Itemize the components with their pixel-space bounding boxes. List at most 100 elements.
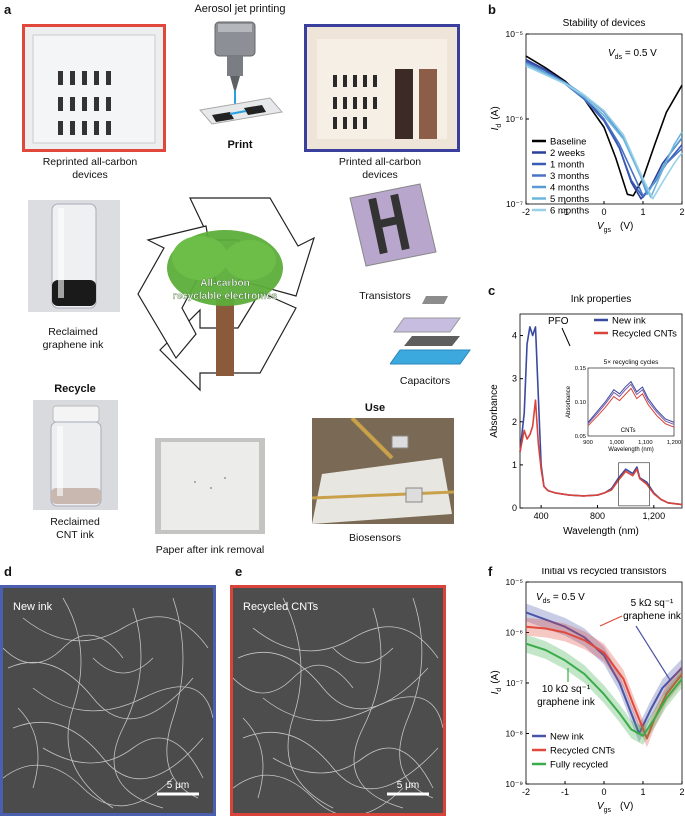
chart-f-xlabel-unit: (V) <box>620 801 633 812</box>
chart-c-inset-xtick-label: 1,200 <box>667 440 682 446</box>
chart-f-xtick-label: 1 <box>640 787 645 797</box>
printed-caption-line2: devices <box>362 169 398 181</box>
chart-f-annotation-10k: 10 kΩ sq⁻¹ <box>542 684 591 695</box>
sem-e-label: Recycled CNTs <box>243 601 319 613</box>
chart-c-inset-ytick-label: 0.05 <box>575 434 586 440</box>
sem-image-recycled: Recycled CNTs 5 μm <box>230 585 446 816</box>
reprinted-devices-drawing <box>32 34 156 144</box>
printed-caption-line1: Printed all-carbon <box>338 156 422 168</box>
reprinted-devices-photo <box>22 24 166 152</box>
center-label-line2: recyclable electronics <box>173 291 278 302</box>
chart-c-ytick-label: 2 <box>512 417 517 427</box>
chart-f-legend-label: Recycled CNTs <box>550 746 615 757</box>
chart-b-vds-annotation: Vds = 0.5 V <box>608 48 657 61</box>
recycle-label: Recycle <box>54 383 96 395</box>
paper-caption: Paper after ink removal <box>155 544 265 556</box>
chart-c-series-line <box>519 399 683 506</box>
chart-c-inset-xtick-label: 1,100 <box>638 440 653 446</box>
chart-c-pfo-annotation: PFO <box>548 316 569 327</box>
chart-f-annotation-5k-ink: graphene ink <box>623 611 682 622</box>
chart-c-ylabel: Absorbance <box>489 384 500 438</box>
chart-f-xtick-label: 2 <box>679 787 684 797</box>
biosensor-photo <box>312 418 454 524</box>
use-label: Use <box>364 402 386 414</box>
chart-b-xtick-label: -2 <box>522 207 530 217</box>
chart-f-legend-label: New ink <box>550 732 584 743</box>
chart-c-pfo-arrow <box>561 327 571 347</box>
sem-recycled-fibers: Recycled CNTs 5 μm <box>233 588 443 813</box>
chart-b-title: Stability of devices <box>563 18 646 29</box>
print-label: Print <box>227 139 253 151</box>
cnt-caption-line2: CNT ink <box>56 529 94 541</box>
center-label-line1: All-carbon <box>200 278 249 289</box>
chart-f-ytick-label: 10⁻⁷ <box>506 678 523 688</box>
chart-b-ytick-label: 10⁻⁵ <box>506 29 523 39</box>
chart-c-inset-ytick-label: 0.10 <box>575 400 586 406</box>
chart-f-xtick-label: 0 <box>601 787 606 797</box>
chart-f-title: Initial vs recycled transistors <box>541 568 666 577</box>
paper-photo <box>155 438 265 534</box>
chart-b-legend-label: 3 months <box>550 171 589 182</box>
chart-f-annotation-5k: 5 kΩ sq⁻¹ <box>631 598 674 609</box>
chart-f-ylabel: Id <box>490 688 503 695</box>
capacitors-label: Capacitors <box>399 375 451 387</box>
chart-b-ytick-label: 10⁻⁶ <box>506 114 523 124</box>
chart-f-xtick-label: -2 <box>522 787 530 797</box>
cnt-caption-line1: Reclaimed <box>50 516 100 528</box>
panel-label-c: c <box>488 283 496 298</box>
chart-b-series-line <box>525 55 683 197</box>
transistor-illustration <box>349 183 437 267</box>
cnt-caption: Reclaimed CNT ink <box>20 516 130 542</box>
chart-c-inset-xtick-label: 900 <box>583 440 593 446</box>
chart-f-annotation-10k-ink: graphene ink <box>537 697 596 708</box>
tree-illustration <box>167 230 283 376</box>
chart-f-arrow-red <box>599 615 623 627</box>
panel-label-f: f <box>488 564 493 579</box>
chart-c-frame <box>519 313 683 509</box>
chart-f-series-band <box>526 634 682 745</box>
chart-b-ylabel: Id <box>490 124 503 131</box>
chart-c-inset-ylabel: Absorbance <box>566 385 572 418</box>
chart-c-ytick-label: 1 <box>512 460 517 470</box>
chart-c-inset-xtick-label: 1,000 <box>609 440 624 446</box>
sem-d-label: New ink <box>13 601 53 613</box>
sem-new-ink-fibers: New ink 5 μm <box>3 588 213 813</box>
paper-drawing <box>155 438 265 534</box>
chart-f-xlabel: Vgs <box>597 801 612 814</box>
chart-b-xtick-label: 0 <box>601 207 606 217</box>
chart-c-ytick-label: 3 <box>512 374 517 384</box>
chart-b-stability: Stability of devices -2 -1 0 1 2 10⁻⁷ 10⁻⁶ 10⁻⁵ V… <box>490 18 685 234</box>
chart-f-arrow-blue <box>635 625 671 681</box>
chart-c-inset-series-line <box>587 383 675 425</box>
scalebar-d-label: 5 μm <box>167 780 189 791</box>
chart-f-ytick-label: 10⁻⁶ <box>506 628 523 638</box>
chart-f-series-line <box>525 611 683 735</box>
printed-devices-drawing <box>317 39 447 139</box>
biosensors-label: Biosensors <box>349 532 401 544</box>
graphene-ink-vial-photo <box>28 200 120 312</box>
chart-c-zoom-box <box>618 462 650 507</box>
recycling-symbol: All-carbon recyclable electronics <box>137 197 315 392</box>
chart-f-legend-label: Fully recycled <box>550 760 608 771</box>
graphene-vial-drawing <box>28 200 120 312</box>
chart-c-xtick-label: 400 <box>534 511 549 521</box>
printed-devices-photo <box>304 24 460 152</box>
chart-c-ytick-label: 4 <box>512 331 517 341</box>
chart-f-initial-vs-recycled: Initial vs recycled transistors -2 -1 0 1 2 10… <box>490 568 685 814</box>
chart-c-inset-frame <box>587 367 675 437</box>
chart-c-inset-title: 5× recycling cycles <box>604 359 659 366</box>
chart-b-xlabel-unit: (V) <box>620 221 633 232</box>
chart-c-inset-ytick-label: 0.15 <box>575 366 586 372</box>
chart-b-legend-label: 2 weeks <box>550 148 585 159</box>
chart-c-title: Ink properties <box>571 294 632 305</box>
chart-b-legend-label: 5 months <box>550 194 589 205</box>
chart-b-series-line <box>525 65 683 200</box>
scalebar-e-label: 5 μm <box>397 780 419 791</box>
chart-c-ytick-label: 0 <box>512 503 517 513</box>
chart-c-legend-label: New ink <box>612 316 646 327</box>
chart-c-inset-annotation: CNTs <box>621 428 636 434</box>
chart-f-xtick-label: -1 <box>561 787 569 797</box>
chart-c-xtick-label: 800 <box>590 511 605 521</box>
reprinted-caption-line2: devices <box>72 169 108 181</box>
graphene-caption-line1: Reclaimed <box>48 326 98 338</box>
